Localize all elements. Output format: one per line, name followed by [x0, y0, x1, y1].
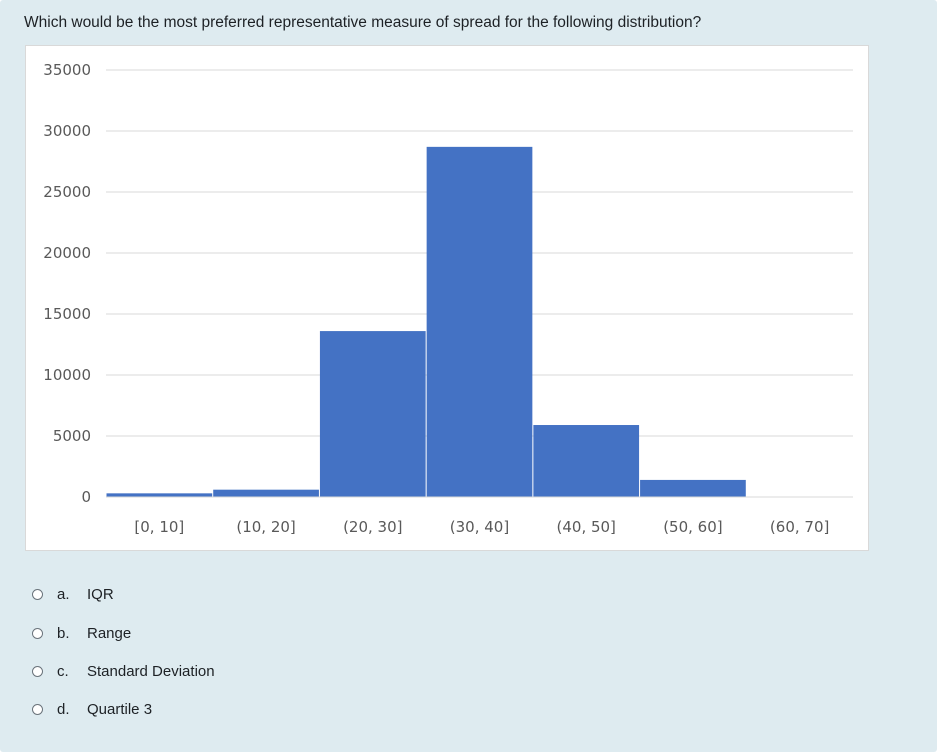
option-a-text: IQR: [87, 585, 114, 603]
histogram-svg: 0 5000 10000 15000 20000 25000 30000 35000 [0, 1…: [43, 61, 853, 536]
y-tick-label: 25000: [43, 183, 91, 201]
radio-d-icon[interactable]: [32, 703, 43, 715]
histogram-bar: [319, 331, 426, 497]
x-tick-label: (40, 50]: [557, 518, 616, 536]
radio-a-icon[interactable]: [32, 588, 43, 600]
y-tick-label: 5000: [53, 427, 91, 445]
radio-b-icon[interactable]: [32, 627, 43, 639]
option-d[interactable]: d. Quartile 3: [32, 698, 152, 720]
histogram-bar: [213, 489, 319, 497]
x-tick-label: (50, 60]: [663, 518, 722, 536]
x-tick-label: (60, 70]: [770, 518, 829, 536]
option-a-letter: a.: [57, 585, 70, 603]
option-c-letter: c.: [57, 662, 69, 680]
histogram-bar: [426, 146, 533, 498]
option-b[interactable]: b. Range: [32, 622, 131, 644]
option-b-text: Range: [87, 624, 132, 642]
y-tick-label: 0: [81, 488, 91, 506]
option-b-letter: b.: [57, 624, 70, 642]
option-d-text: Quartile 3: [87, 700, 153, 718]
option-c[interactable]: c. Standard Deviation: [32, 660, 215, 682]
x-tick-label: (30, 40]: [450, 518, 509, 536]
option-d-letter: d.: [57, 700, 70, 718]
y-tick-label: 35000: [43, 61, 91, 79]
radio-c-icon[interactable]: [32, 665, 43, 677]
y-tick-label: 10000: [43, 366, 91, 384]
x-tick-label: (10, 20]: [236, 518, 295, 536]
question-text: Which would be the most preferred repres…: [24, 14, 702, 31]
histogram-bar: [640, 479, 746, 497]
y-tick-label: 15000: [43, 305, 91, 323]
y-tick-label: 30000: [43, 122, 91, 140]
option-a[interactable]: a. IQR: [32, 583, 114, 605]
histogram-chart: 0 5000 10000 15000 20000 25000 30000 35000 [0, 1…: [25, 45, 869, 551]
histogram-bar: [106, 493, 213, 497]
x-tick-label: (20, 30]: [343, 518, 402, 536]
option-c-text: Standard Deviation: [87, 662, 215, 680]
y-tick-label: 20000: [43, 244, 91, 262]
x-tick-label: [0, 10]: [134, 518, 184, 536]
histogram-bar: [533, 425, 640, 497]
